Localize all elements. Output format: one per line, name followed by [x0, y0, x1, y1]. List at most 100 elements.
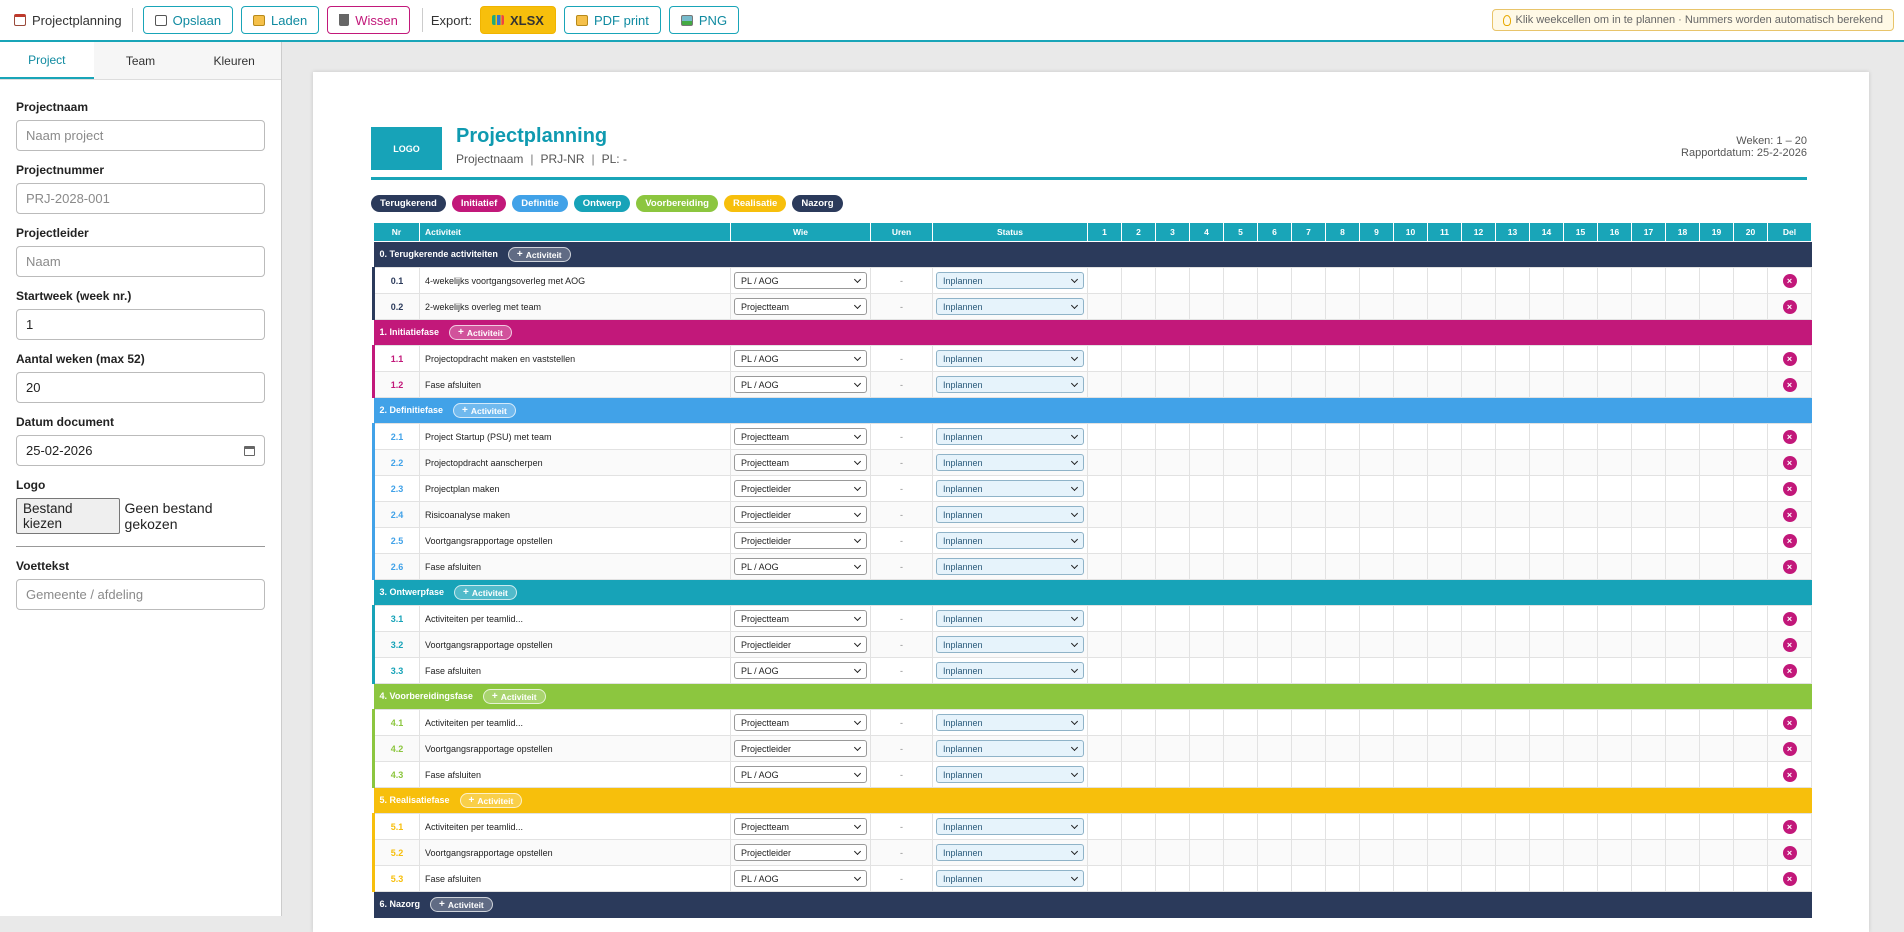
week-cell[interactable] [1223, 813, 1258, 840]
week-cell[interactable] [1461, 449, 1496, 476]
add-activity-button[interactable]: + Activiteit [430, 897, 493, 913]
week-cell[interactable] [1631, 501, 1666, 528]
week-cell[interactable] [1631, 475, 1666, 502]
week-cell[interactable] [1393, 605, 1428, 632]
week-cell[interactable] [1155, 813, 1190, 840]
week-cell[interactable] [1393, 371, 1428, 398]
delete-button[interactable]: × [1782, 429, 1797, 444]
week-cell[interactable] [1359, 709, 1394, 736]
week-cell[interactable] [1223, 475, 1258, 502]
week-cell[interactable] [1155, 631, 1190, 658]
week-cell[interactable] [1529, 553, 1564, 580]
week-cell[interactable] [1427, 761, 1462, 788]
week-cell[interactable] [1699, 423, 1734, 450]
week-cell[interactable] [1597, 709, 1632, 736]
status-select[interactable]: Inplannen [936, 298, 1084, 315]
delete-button[interactable]: × [1782, 637, 1797, 652]
week-cell[interactable] [1529, 709, 1564, 736]
week-cell[interactable] [1529, 423, 1564, 450]
week-cell[interactable] [1631, 345, 1666, 372]
week-cell[interactable] [1189, 631, 1224, 658]
week-cell[interactable] [1733, 813, 1768, 840]
week-cell[interactable] [1733, 605, 1768, 632]
week-cell[interactable] [1257, 293, 1292, 320]
week-cell[interactable] [1291, 475, 1326, 502]
activity-name[interactable]: Voortgangsrapportage opstellen [419, 735, 731, 762]
status-select[interactable]: Inplannen [936, 714, 1084, 731]
week-cell[interactable] [1223, 865, 1258, 892]
delete-button[interactable]: × [1782, 741, 1797, 756]
week-cell[interactable] [1325, 423, 1360, 450]
week-cell[interactable] [1665, 813, 1700, 840]
uren-input[interactable]: - [870, 605, 933, 632]
week-cell[interactable] [1121, 657, 1156, 684]
week-cell[interactable] [1563, 605, 1598, 632]
week-cell[interactable] [1189, 813, 1224, 840]
week-cell[interactable] [1087, 605, 1122, 632]
week-cell[interactable] [1665, 371, 1700, 398]
week-cell[interactable] [1699, 553, 1734, 580]
week-cell[interactable] [1325, 345, 1360, 372]
week-cell[interactable] [1257, 813, 1292, 840]
uren-input[interactable]: - [870, 709, 933, 736]
week-cell[interactable] [1495, 475, 1530, 502]
week-cell[interactable] [1699, 475, 1734, 502]
week-cell[interactable] [1495, 293, 1530, 320]
week-cell[interactable] [1087, 813, 1122, 840]
week-cell[interactable] [1495, 865, 1530, 892]
week-cell[interactable] [1087, 657, 1122, 684]
uren-input[interactable]: - [870, 475, 933, 502]
week-cell[interactable] [1155, 657, 1190, 684]
week-cell[interactable] [1427, 449, 1462, 476]
week-cell[interactable] [1461, 293, 1496, 320]
datum-input[interactable]: 25-02-2026 [16, 435, 265, 466]
week-cell[interactable] [1189, 735, 1224, 762]
delete-button[interactable]: × [1782, 611, 1797, 626]
week-cell[interactable] [1087, 761, 1122, 788]
week-cell[interactable] [1665, 631, 1700, 658]
week-cell[interactable] [1291, 813, 1326, 840]
week-cell[interactable] [1291, 657, 1326, 684]
week-cell[interactable] [1427, 865, 1462, 892]
week-cell[interactable] [1461, 371, 1496, 398]
wie-select[interactable]: Projectleider [734, 480, 867, 497]
week-cell[interactable] [1393, 657, 1428, 684]
week-cell[interactable] [1325, 501, 1360, 528]
week-cell[interactable] [1631, 527, 1666, 554]
status-select[interactable]: Inplannen [936, 272, 1084, 289]
load-button[interactable]: Laden [241, 6, 320, 34]
week-cell[interactable] [1699, 345, 1734, 372]
week-cell[interactable] [1427, 345, 1462, 372]
week-cell[interactable] [1155, 345, 1190, 372]
week-cell[interactable] [1155, 371, 1190, 398]
week-cell[interactable] [1325, 761, 1360, 788]
week-cell[interactable] [1529, 527, 1564, 554]
week-cell[interactable] [1699, 267, 1734, 294]
week-cell[interactable] [1189, 501, 1224, 528]
week-cell[interactable] [1461, 735, 1496, 762]
uren-input[interactable]: - [870, 735, 933, 762]
week-cell[interactable] [1291, 553, 1326, 580]
week-cell[interactable] [1121, 527, 1156, 554]
week-cell[interactable] [1597, 761, 1632, 788]
week-cell[interactable] [1733, 501, 1768, 528]
week-cell[interactable] [1155, 735, 1190, 762]
week-cell[interactable] [1087, 527, 1122, 554]
week-cell[interactable] [1121, 605, 1156, 632]
week-cell[interactable] [1461, 501, 1496, 528]
wie-select[interactable]: Projectleider [734, 506, 867, 523]
week-cell[interactable] [1223, 553, 1258, 580]
delete-button[interactable]: × [1782, 533, 1797, 548]
status-select[interactable]: Inplannen [936, 532, 1084, 549]
week-cell[interactable] [1529, 371, 1564, 398]
week-cell[interactable] [1325, 553, 1360, 580]
week-cell[interactable] [1291, 423, 1326, 450]
week-cell[interactable] [1461, 423, 1496, 450]
week-cell[interactable] [1733, 735, 1768, 762]
week-cell[interactable] [1563, 423, 1598, 450]
week-cell[interactable] [1325, 267, 1360, 294]
week-cell[interactable] [1359, 423, 1394, 450]
week-cell[interactable] [1597, 527, 1632, 554]
week-cell[interactable] [1223, 605, 1258, 632]
wie-select[interactable]: Projectleider [734, 844, 867, 861]
